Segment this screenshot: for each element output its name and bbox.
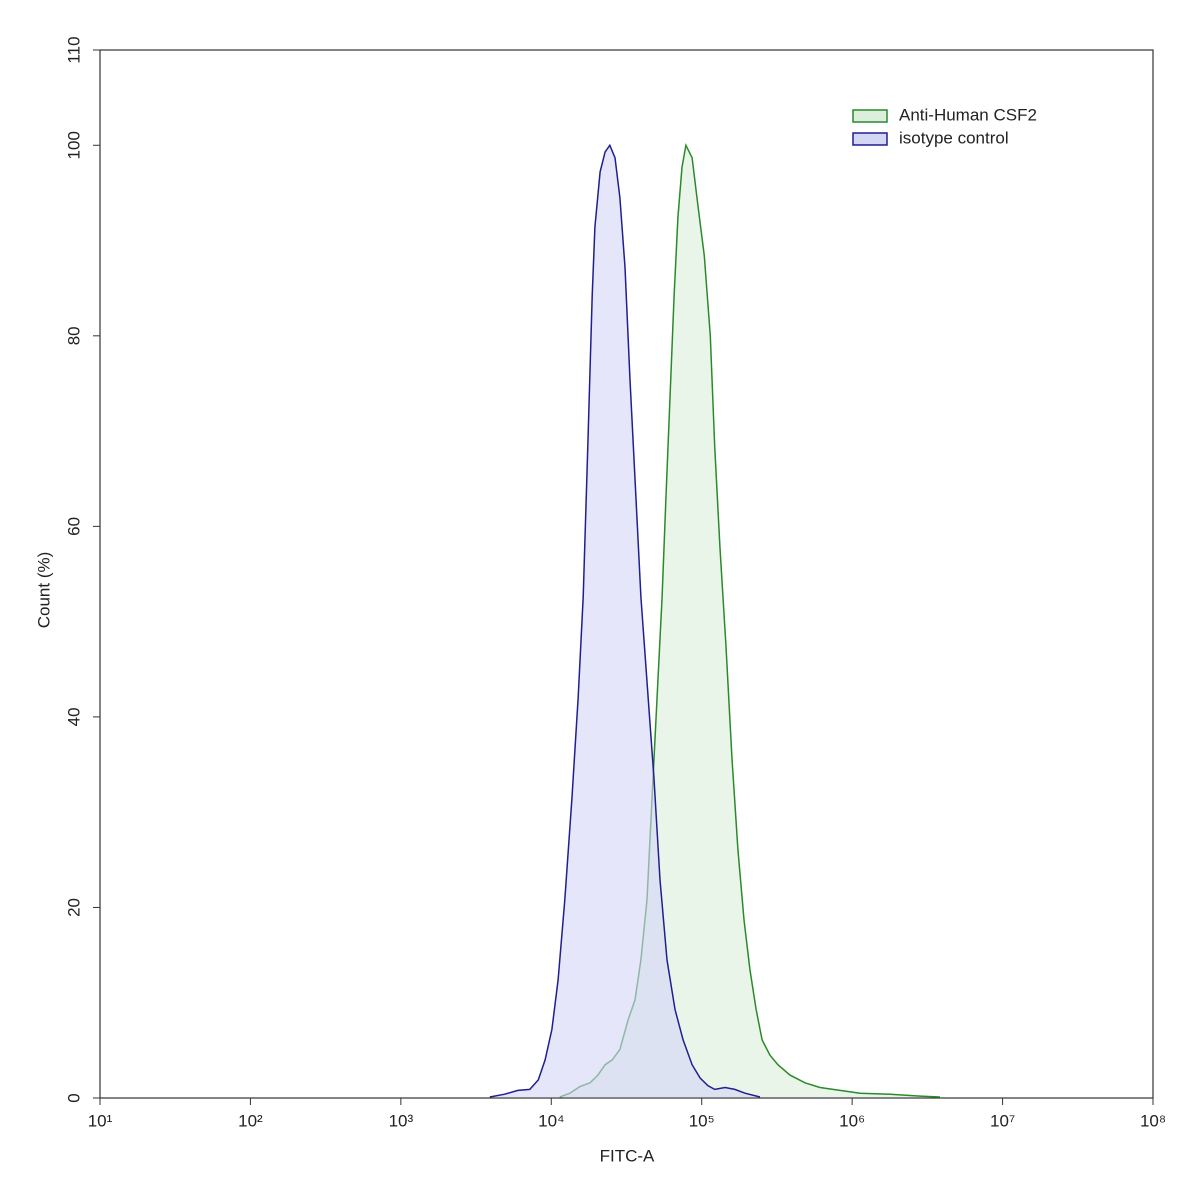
y-tick-label: 110 [64,36,83,63]
x-tick-label: 10⁴ [538,1111,564,1130]
y-tick-label: 80 [64,326,83,345]
histogram-line [489,143,761,1098]
x-tick-label: 10³ [389,1111,414,1130]
x-tick-label: 10² [238,1111,263,1130]
y-tick-label: 40 [64,707,83,726]
y-tick-label: 60 [64,517,83,536]
plot-frame [99,49,1154,1099]
x-tick-label: 10⁵ [689,1111,715,1130]
y-tick-label: 20 [64,898,83,917]
y-tick-label: 0 [64,1093,83,1102]
x-tick-label: 10⁶ [839,1111,865,1130]
y-tick-label: 100 [64,131,83,159]
x-tick-label: 10⁷ [990,1111,1015,1130]
legend-swatch [852,109,888,123]
legend-label: Anti-Human CSF2 [899,105,1037,124]
x-tick-label: 10¹ [88,1111,113,1130]
x-tick-label: 10⁸ [1140,1111,1166,1130]
legend-label: isotype control [899,128,1009,147]
legend-swatch [852,132,888,146]
area-fill [489,145,760,1098]
x-axis-label: FITC-A [600,1146,655,1165]
y-axis-label: Count (%) [34,552,53,629]
